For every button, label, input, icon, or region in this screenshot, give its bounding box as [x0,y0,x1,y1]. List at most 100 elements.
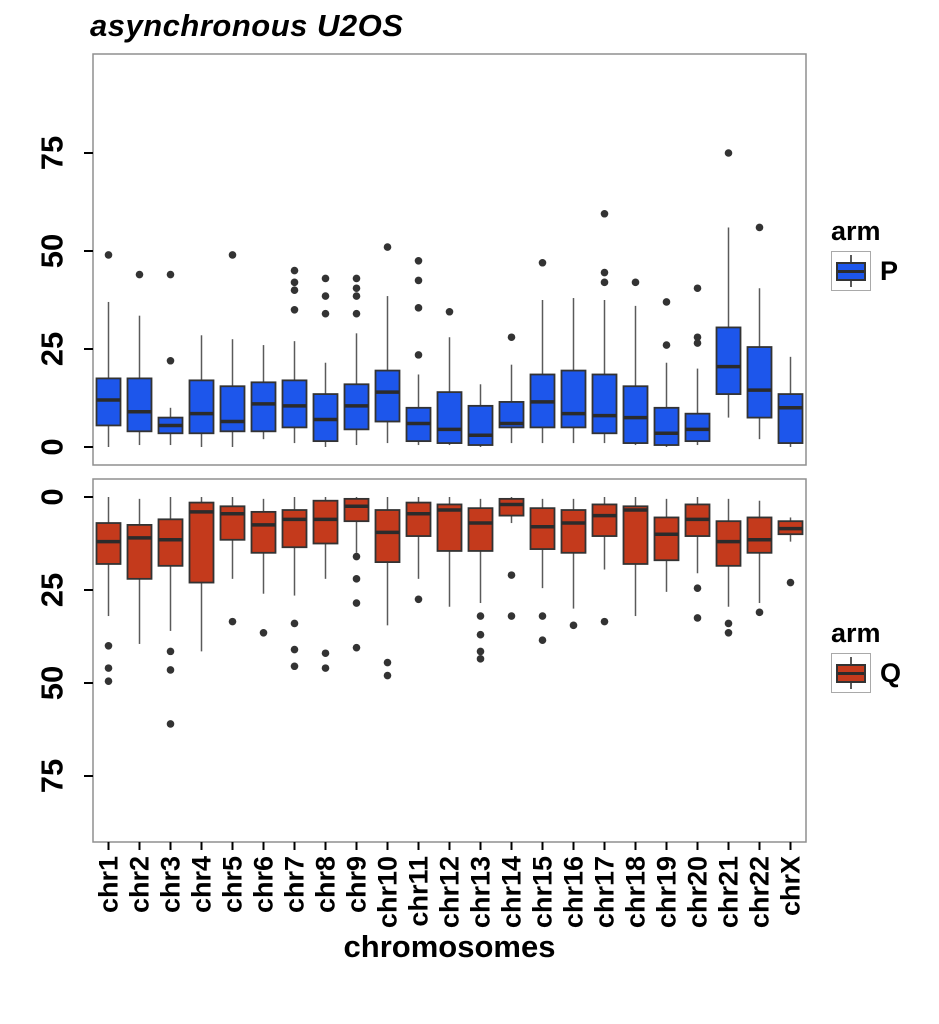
boxplot-P-chr9 [343,274,370,446]
box [591,373,618,435]
box [374,509,401,563]
outlier-point [507,571,516,579]
box [436,503,463,552]
legend-arm-p: arm P [831,216,937,291]
outlier-point [166,270,175,279]
outlier-point [352,284,361,293]
x-tick-label: chr18 [621,856,651,928]
boxplot-P-chr7 [281,266,308,444]
boxplot-Q-chr2 [126,498,153,644]
box [684,412,711,443]
box [312,499,339,545]
boxplot-Q-chr19 [653,498,680,592]
outlier-point [662,298,671,306]
boxplot-P-chr14 [498,333,525,444]
box [777,393,804,444]
boxplot-Q-chr1 [95,497,122,685]
boxplot-Q-chr16 [560,498,587,630]
outlier-point [414,257,423,265]
box [560,509,587,554]
outlier-point [166,647,175,656]
outlier-point [352,575,361,583]
outlier-point [724,149,733,157]
boxplot-Q-chr14 [498,497,525,620]
chart-title: asynchronous U2OS [90,8,404,43]
box [126,524,153,580]
legend-key-boxplot-glyph-p [831,251,871,291]
box [746,346,773,419]
outlier-point [445,307,454,316]
boxplot-Q-chr17 [591,497,618,626]
legend-label-q: Q [880,657,902,688]
x-tick-label: chr12 [435,856,465,928]
box [219,505,246,541]
panel-border [92,53,807,466]
outlier-point [631,278,640,287]
x-tick-label: chr19 [652,856,682,928]
boxplot-P-chr13 [467,384,494,447]
boxplot-P-chr16 [560,298,587,444]
outlier-point [755,223,764,232]
x-axis-title: chromosomes [343,929,556,964]
box [250,510,277,554]
legend-title-p: arm [831,216,881,246]
box [560,369,587,429]
outlier-point [476,647,485,656]
y-tick-label: 25 [35,332,70,366]
box [281,509,308,549]
x-tick-label: chr6 [249,856,279,913]
outlier-point [352,274,361,283]
boxplot-P-chr5 [219,251,246,447]
box [250,381,277,433]
outlier-point [538,636,547,645]
outlier-point [290,278,299,287]
outlier-point [414,304,423,312]
outlier-point [135,270,144,279]
box [622,505,649,565]
outlier-point [507,333,516,342]
boxplot-P-chrX [777,356,804,447]
y-tick-label: 50 [35,666,70,700]
outlier-point [693,339,702,347]
box [498,497,525,517]
boxplot-P-chr11 [405,257,432,446]
outlier-point [166,720,175,728]
x-tick-label: chr22 [745,856,775,928]
y-tick-label: 0 [35,438,70,455]
box [219,385,246,433]
outlier-point [476,655,485,663]
boxplot-Q-chr5 [219,497,246,626]
outlier-point [104,251,113,259]
box [95,522,122,565]
boxplot-Q-chr3 [157,497,184,728]
legend-title-q: arm [831,618,881,648]
box [467,507,494,552]
x-tick-label: chr4 [187,856,217,913]
boxplot-Q-chr10 [374,497,401,680]
outlier-point [352,599,361,607]
outlier-point [290,266,299,275]
outlier-point [600,268,609,277]
q-arm-panel: 0 25 50 75 [35,478,807,843]
x-tick-label: chr8 [311,856,341,913]
outlier-point [321,664,330,672]
glyph-median-line [838,270,864,273]
outlier-point [693,584,702,592]
boxplot-P-chr15 [529,258,556,444]
boxplot-Q-chr8 [312,497,339,672]
y-tick-label: 75 [35,759,70,793]
x-tick-label: chr10 [373,856,403,928]
boxplot-P-chr19 [653,298,680,447]
outlier-point [383,671,392,680]
outlier-point [569,621,578,630]
boxplot-P-chr6 [250,345,277,440]
boxplot-Q-chr4 [188,497,215,652]
x-tick-label: chr1 [94,856,124,913]
legend-entry-q: Q [831,653,937,693]
outlier-point [414,595,423,604]
box [622,385,649,444]
box [188,379,215,435]
x-tick-label: chr15 [528,856,558,928]
outlier-point [104,677,113,685]
